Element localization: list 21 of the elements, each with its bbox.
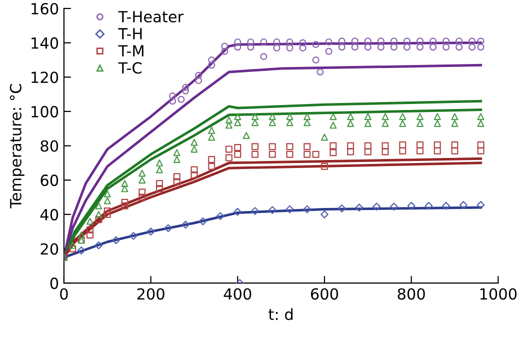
y-tick-label: 40 [40, 208, 58, 220]
x-tick-label: 600 [310, 288, 338, 300]
legend-label: T-C [118, 62, 142, 74]
y-tick-label: 20 [40, 243, 58, 255]
y-tick-label: 140 [32, 37, 58, 49]
y-axis-title: Temperature: °C [10, 84, 24, 208]
x-axis-title: t: d [268, 308, 293, 320]
legend-label: T-M [118, 45, 144, 56]
y-tick-label: 100 [32, 106, 58, 118]
y-tick-label: 80 [40, 140, 58, 152]
x-tick-label: 1000 [480, 288, 517, 300]
legend-label: T-Heater [118, 11, 184, 22]
x-tick-label: 800 [398, 288, 425, 300]
y-tick-label: 0 [50, 278, 58, 290]
y-tick-label: 120 [32, 72, 58, 84]
x-tick-label: 0 [60, 288, 68, 300]
x-tick-label: 200 [137, 288, 164, 300]
y-tick-label: 60 [40, 174, 58, 186]
legend-label: T-H [118, 28, 142, 40]
x-tick-label: 400 [224, 288, 252, 300]
y-tick-label: 160 [32, 2, 58, 14]
